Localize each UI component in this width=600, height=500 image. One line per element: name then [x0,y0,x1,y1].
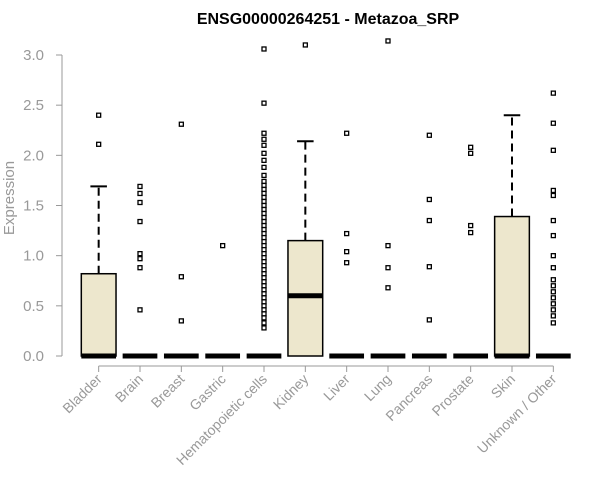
outlier-point [550,313,556,319]
x-tick-label: Kidney [270,371,312,413]
outlier-point [385,285,391,291]
box-3 [163,121,199,359]
outlier-point [261,100,267,106]
outlier-point [468,150,474,156]
outlier-point [550,301,556,307]
outlier-point [261,130,267,136]
outlier-point [137,218,143,225]
outlier-point [261,325,267,331]
outlier-point [261,172,267,179]
x-tick-label: Liver [320,371,353,404]
outlier-point [550,295,556,301]
outlier-point [426,317,432,323]
outlier-point [426,217,432,224]
box-body [287,239,324,357]
outlier-point [385,265,391,271]
outlier-point [550,283,556,289]
y-tick-label: 0.5 [23,298,44,315]
outlier-point [261,46,267,52]
outlier-point [261,320,267,326]
outlier-point [550,289,556,295]
outlier-point [261,315,267,321]
box-11 [493,114,531,359]
outlier-point [178,318,184,324]
outlier-point [385,242,391,249]
outlier-point [385,38,391,44]
outlier-point [550,320,556,326]
outlier-point [550,120,556,126]
y-axis: 0.0 0.5 1.0 1.5 2.0 2.5 3.0 [23,47,63,365]
outlier-point [550,307,556,313]
y-tick-label: 1.0 [23,248,44,265]
outlier-point [550,277,556,283]
outlier-point [261,157,267,164]
box-4 [205,242,241,359]
y-tick-label: 1.5 [23,198,44,215]
y-tick-label: 3.0 [23,47,44,64]
box-12 [535,90,571,359]
outlier-point [137,307,143,313]
outlier-point [261,136,267,142]
outlier-point [468,229,474,236]
y-tick-label: 0.0 [23,348,44,365]
outlier-point [344,230,350,237]
outlier-point [137,190,143,197]
boxes [80,38,571,359]
box-body [493,215,531,357]
outlier-point [261,164,267,171]
outlier-point [137,256,143,262]
outlier-point [426,264,432,270]
box-5 [246,46,282,359]
outlier-point [137,183,143,190]
outlier-point [344,260,350,266]
outlier-point [550,265,556,271]
x-tick-label: Bladder [59,371,105,417]
outlier-point [96,112,102,118]
outlier-point [550,232,556,239]
outlier-point [137,199,143,206]
box-7 [329,130,365,359]
outlier-point [137,251,143,257]
chart-title: ENSG00000264251 - Metazoa_SRP [197,11,460,28]
outlier-point [178,121,184,127]
outlier-point [178,274,184,280]
box-10 [453,144,489,359]
box-6 [287,42,324,357]
outlier-point [550,192,556,199]
outlier-point [344,130,350,136]
outlier-point [220,242,226,249]
outlier-point [550,253,556,259]
outlier-point [344,249,350,255]
outlier-point [261,142,267,148]
x-tick-label: Skin [488,371,519,402]
outlier-point [468,222,474,229]
outlier-point [550,187,556,194]
box-9 [411,132,447,359]
x-tick-label: Prostate [429,371,477,419]
y-axis-label: Expression [1,161,18,235]
outlier-point [261,150,267,156]
box-1 [80,112,117,359]
outlier-point [426,132,432,138]
outlier-point [426,196,432,203]
outlier-point [137,265,143,271]
outlier-point [550,217,556,224]
outlier-point [468,144,474,150]
x-tick-label: Lung [361,371,394,404]
x-tick-label: Brain [112,371,146,405]
box-2 [122,183,158,359]
box-8 [370,38,406,359]
x-tick-label: Breast [148,371,188,411]
outlier-point [96,141,102,147]
y-tick-label: 2.0 [23,147,44,164]
outlier-point [302,42,308,48]
outlier-point [550,90,556,96]
y-tick-label: 2.5 [23,97,44,114]
outlier-point [550,147,556,153]
box-body [80,272,117,357]
